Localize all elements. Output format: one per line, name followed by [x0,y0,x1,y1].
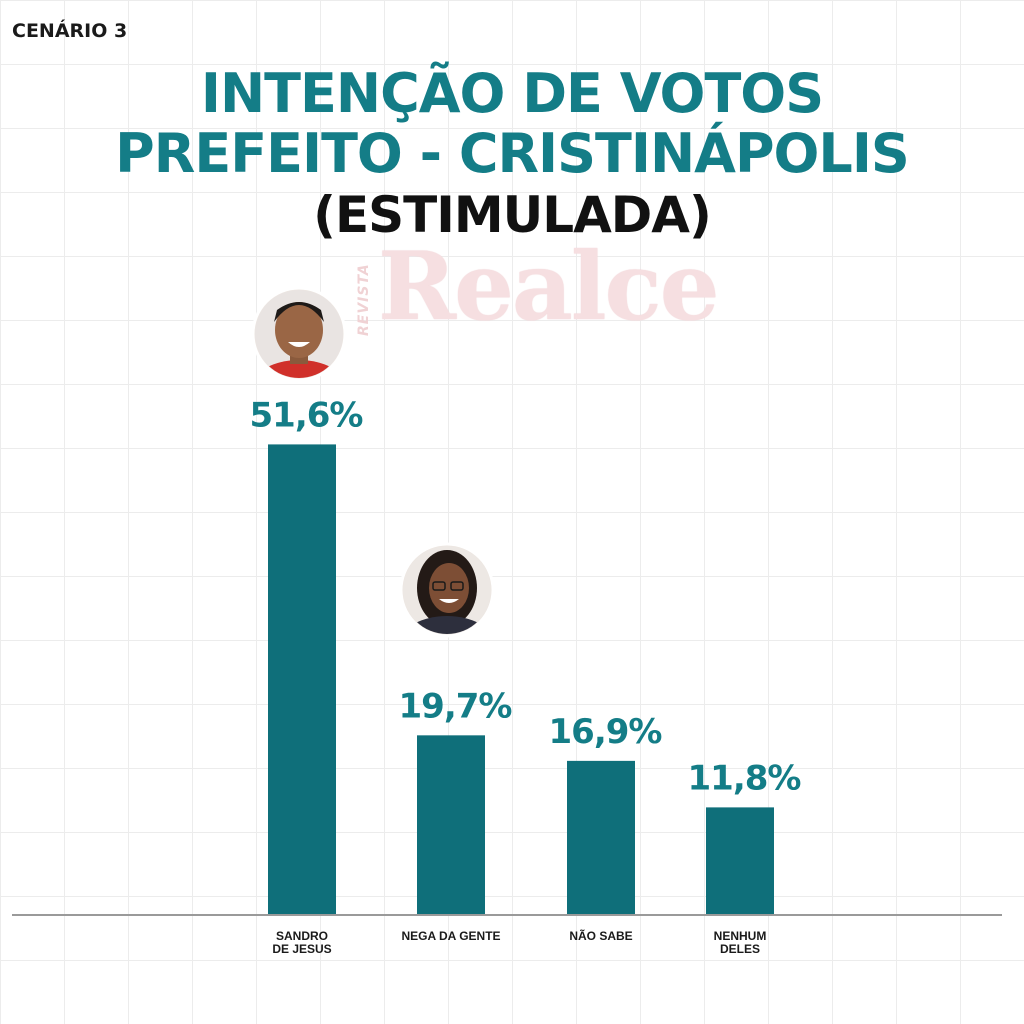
value-label-1: 19,7% [399,686,512,726]
bar-3 [706,807,774,915]
avatar-1-woman-portrait [399,542,495,638]
bar-2 [567,760,635,915]
bar-1 [417,735,485,915]
chart-subtitle: (ESTIMULADA) [313,186,712,244]
watermark-logo-big: Realce [378,232,720,342]
category-label-1: NEGA DA GENTE [401,929,500,943]
bar-0 [268,444,336,915]
category-label-0: SANDRO DE JESUS [272,929,331,956]
chart-title-line2: PREFEITO - CRISTINÁPOLIS [115,122,910,185]
scenario-label: CENÁRIO 3 [12,20,128,42]
category-label-3: NENHUM DELES [714,929,767,956]
chart-title-line1: INTENÇÃO DE VOTOS [200,62,824,125]
category-label-2: NÃO SABE [569,928,632,943]
avatar-0-man-portrait [251,286,347,382]
value-label-3: 11,8% [688,758,801,798]
value-label-0: 51,6% [250,395,363,435]
value-label-2: 16,9% [549,712,662,752]
